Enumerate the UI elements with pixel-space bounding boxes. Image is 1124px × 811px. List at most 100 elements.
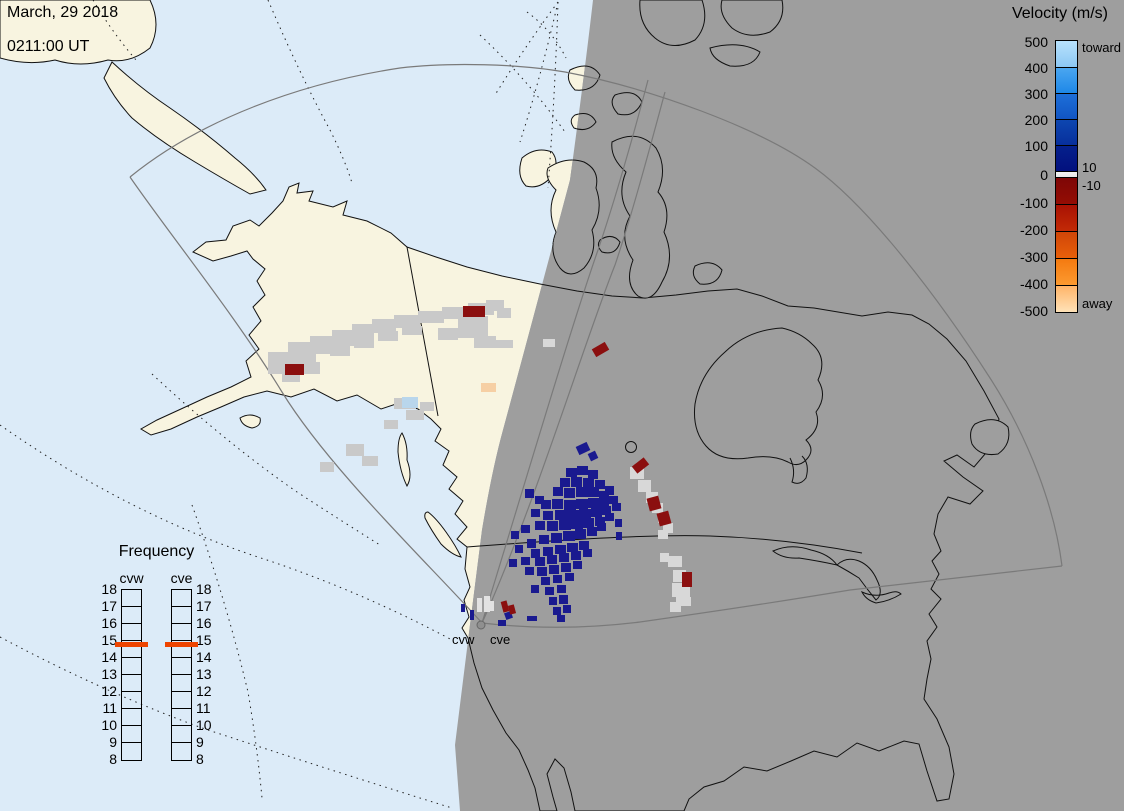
data-cell: [565, 573, 574, 581]
ladder-tick-label: 14: [101, 649, 117, 665]
ladder-tick-label: 12: [101, 683, 117, 699]
data-cell: [332, 330, 354, 346]
data-cell: [571, 551, 581, 560]
data-cell: [656, 510, 672, 527]
data-cell: [531, 585, 539, 593]
data-cell: [531, 509, 540, 517]
data-cell: [599, 500, 609, 509]
ground-scatter-day-cells: [268, 300, 513, 472]
ladder-tick-label: 15: [101, 632, 117, 648]
lake-huron-outline: [836, 558, 881, 601]
fov-west-edge: [129, 176, 483, 624]
data-cell: [352, 324, 374, 339]
data-cell: [587, 527, 597, 536]
ladder-tick-label: 12: [196, 683, 212, 699]
fov-outer-arc: [129, 63, 1063, 567]
colorbar-tick: 0: [1040, 167, 1048, 183]
ladder-tick-label: 10: [101, 717, 117, 733]
ladder-rung: [122, 606, 141, 607]
data-cell: [663, 523, 673, 533]
data-cell: [541, 577, 550, 585]
colorbar-segment: [1056, 171, 1077, 177]
fov-east-edge: [481, 565, 1063, 628]
data-cell: [579, 541, 589, 550]
data-cell: [300, 362, 320, 374]
ladder-rung: [122, 640, 141, 641]
data-cell: [461, 604, 465, 612]
data-cell: [557, 615, 565, 622]
ladder-rung: [172, 640, 191, 641]
frequency-legend-title: Frequency: [118, 543, 195, 560]
velocity-toward-cells: [461, 441, 622, 626]
time-text: 0211:00 UT: [7, 38, 90, 55]
data-cell: [418, 311, 444, 323]
data-cell: [535, 557, 545, 566]
data-cell: [463, 306, 485, 317]
colorbar-tick: 500: [1024, 34, 1048, 50]
data-cell: [560, 478, 570, 487]
data-cell: [551, 533, 562, 543]
ladder-tick-label: 13: [101, 666, 117, 682]
data-cell: [500, 600, 510, 613]
data-cell: [605, 513, 614, 521]
data-cell: [545, 587, 554, 595]
fov-inner-edge-1: [481, 79, 649, 624]
colorbar-segment: [1056, 285, 1077, 312]
data-cell: [670, 602, 681, 612]
data-cell: [576, 487, 588, 497]
data-cell: [631, 457, 650, 474]
data-cell: [477, 598, 482, 612]
data-cell: [481, 383, 496, 392]
data-cell: [576, 499, 588, 509]
ladder-rung: [172, 708, 191, 709]
colorbar-tick: 100: [1024, 138, 1048, 154]
data-cell: [555, 545, 566, 554]
ladder-rung: [122, 674, 141, 675]
colorbar-tick: -400: [1019, 276, 1048, 292]
data-cell: [547, 521, 558, 531]
timestamp: March, 29 2018 0211:00 UT: [7, 4, 118, 55]
data-cell: [573, 561, 582, 569]
data-cell: [571, 477, 582, 487]
data-cell: [458, 316, 488, 338]
ladder-rung: [122, 725, 141, 726]
data-cell: [599, 491, 609, 500]
data-cell: [583, 518, 594, 528]
data-cell: [571, 519, 583, 529]
ladder-tick-label: 17: [196, 598, 212, 614]
data-cell: [531, 549, 540, 558]
ladder-tick-label: 9: [109, 734, 117, 750]
data-cell: [638, 480, 651, 492]
data-cell: [378, 331, 398, 341]
ladder-tick-label: 10: [196, 717, 212, 733]
data-cell: [509, 559, 517, 567]
data-cell: [601, 506, 611, 515]
frequency-marker-cvw: [115, 642, 148, 647]
data-cell: [575, 441, 591, 456]
radar-site-dot: [476, 620, 486, 630]
data-cell: [310, 336, 334, 354]
colorbar-segment: [1056, 145, 1077, 171]
data-cell: [402, 397, 418, 408]
colorbar-scale: [1055, 40, 1078, 313]
data-cell: [559, 553, 569, 562]
data-cell: [406, 410, 424, 420]
colorbar-segment: [1056, 93, 1077, 119]
colorbar-tick: -100: [1019, 195, 1048, 211]
data-cell: [605, 486, 614, 495]
ladder-tick-label: 8: [196, 751, 204, 767]
ladder-rung: [122, 657, 141, 658]
data-cell: [420, 402, 434, 411]
data-cell: [521, 525, 530, 533]
night-water-outlines: [625, 327, 902, 604]
data-cell: [549, 597, 557, 605]
colorbar-side-label: -10: [1082, 178, 1101, 193]
data-cell: [559, 595, 568, 604]
colorbar-segment: [1056, 204, 1077, 231]
data-cell: [591, 508, 602, 517]
data-cell: [583, 478, 594, 488]
frequency-marker-cve: [165, 642, 198, 647]
data-cell: [394, 315, 420, 328]
